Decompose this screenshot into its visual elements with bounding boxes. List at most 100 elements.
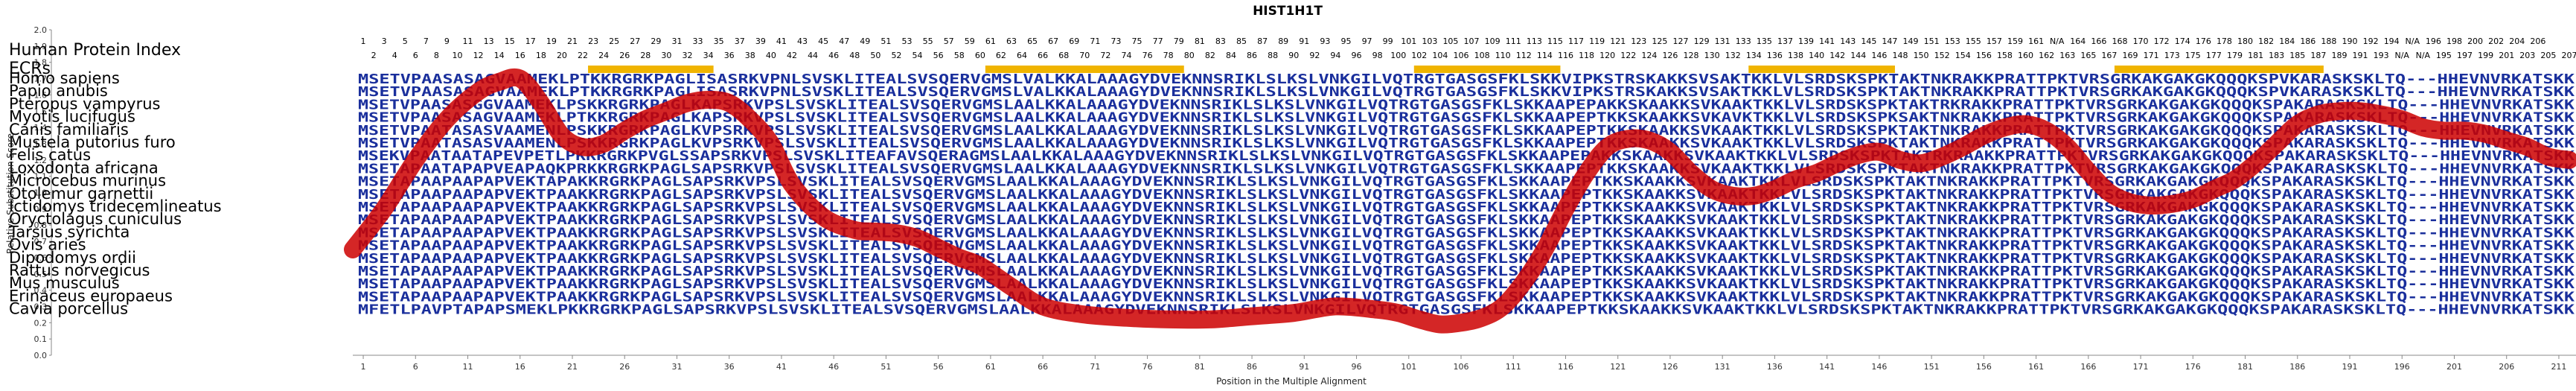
hpi-row1-label: 168 [2112, 36, 2127, 46]
hpi-row1-label: 180 [2237, 36, 2253, 46]
species-label: Oryctolagus cuniculus [9, 210, 182, 228]
score-point [2464, 130, 2467, 133]
hpi-row1-label: 37 [735, 36, 745, 46]
hpi-row2-label: 195 [2436, 51, 2452, 60]
score-point [1585, 171, 1588, 174]
hpi-row2-label: 66 [1038, 51, 1048, 60]
y-tick-label: 0.9 [34, 204, 48, 214]
x-tick-label: 21 [567, 362, 578, 372]
x-tick-label: 61 [985, 362, 996, 372]
species-label: Myotis lucifugus [9, 108, 135, 126]
hpi-row1-label: 141 [1819, 36, 1835, 46]
hpi-row2-label: 78 [1163, 51, 1174, 60]
species-label: Ictidomys tridecemlineatus [9, 197, 222, 215]
y-tick-label: 0.3 [34, 302, 48, 311]
hpi-row1-label: 133 [1736, 36, 1751, 46]
hpi-row2-label: 134 [1746, 51, 1762, 60]
score-point [728, 101, 731, 104]
hpi-row2-label: 163 [2059, 51, 2075, 60]
score-point [351, 248, 354, 251]
hpi-row2-label: 4 [392, 51, 397, 60]
hpi-row1-label: 174 [2175, 36, 2190, 46]
hpi-row2-label: 138 [1788, 51, 1803, 60]
hpi-row1-label: 65 [1027, 36, 1038, 46]
hpi-row1-label: 161 [2028, 36, 2044, 46]
x-tick-label: 176 [2185, 362, 2201, 372]
score-point [1982, 134, 1985, 137]
hpi-row1-label: 79 [1174, 36, 1184, 46]
hpi-row1-label: 81 [1195, 36, 1205, 46]
hpi-row2-label: 24 [598, 51, 609, 60]
score-point [1899, 159, 1902, 162]
score-point [2234, 178, 2237, 181]
score-point [2150, 204, 2152, 207]
x-tick-label: 186 [2289, 362, 2305, 372]
y-tick-label: 0.4 [34, 286, 48, 296]
hpi-row2-label: 160 [2018, 51, 2033, 60]
sequence-row: MSETAPAAPAAPAPVEKTAPAKKRGRKPAGLSAPSRKVPS… [358, 174, 2575, 190]
x-tick-label: 171 [2133, 362, 2149, 372]
hpi-row2-label: 142 [1829, 51, 1845, 60]
hpi-row1-label: 111 [1506, 36, 1521, 46]
hpi-row1-label: 27 [630, 36, 640, 46]
score-point [1439, 323, 1442, 326]
hpi-row1-label: 192 [2363, 36, 2379, 46]
hpi-row2-label: 6 [413, 51, 418, 60]
score-point [874, 230, 877, 233]
x-tick-label: 96 [1352, 362, 1362, 372]
sequence-row: MSETAPAAPAAPAPVEKTPAAKKRGRKPAGLSAPSRKVPS… [358, 187, 2575, 203]
hpi-row1-label: 117 [1568, 36, 1584, 46]
score-point [414, 159, 417, 162]
hpi-row1-label: 131 [1715, 36, 1730, 46]
hpi-row2-label: 136 [1767, 51, 1783, 60]
score-point [770, 142, 773, 145]
y-tick-label: 1.9 [34, 42, 48, 51]
hpi-row1-label: 188 [2321, 36, 2336, 46]
hpi-row1-label: 59 [965, 36, 975, 46]
hpi-row1-label: 198 [2446, 36, 2462, 46]
sequence-row: MSEKVPAATAATAPEVPETLPKKRGRKPVGLSSAPSRKVP… [358, 148, 2575, 164]
score-point [686, 101, 689, 104]
hpi-row2-label: 132 [1725, 51, 1741, 60]
hpi-row1-label: 33 [693, 36, 703, 46]
y-axis-label: Relative Substitution Score [5, 133, 16, 254]
species-label: Loxodonta africana [9, 159, 159, 177]
score-point [477, 90, 480, 93]
hpi-row2-label: 8 [434, 51, 439, 60]
hpi-row1-label: 29 [651, 36, 661, 46]
hpi-row1-label: 99 [1383, 36, 1393, 46]
x-tick-label: 131 [1715, 362, 1730, 372]
hpi-row2-label: 201 [2499, 51, 2514, 60]
hpi-row2-label: 100 [1390, 51, 1406, 60]
hpi-row2-label: 205 [2540, 51, 2556, 60]
score-point [2568, 159, 2571, 162]
hpi-row1-label: 121 [1610, 36, 1626, 46]
species-label: Mus musculus [9, 274, 120, 292]
hpi-row2-label: 94 [1330, 51, 1340, 60]
hpi-row1-label: 13 [484, 36, 494, 46]
hpi-row2-label: 76 [1142, 51, 1153, 60]
y-tick-label: 2.0 [34, 25, 48, 35]
hpi-row2-label: 108 [1474, 51, 1490, 60]
hpi-row1-label: 1 [361, 36, 366, 46]
hpi-row2-label: 26 [619, 51, 630, 60]
hpi-row2-label: 144 [1850, 51, 1866, 60]
hpi-row1-label: 159 [2007, 36, 2023, 46]
hpi-row1-label: 184 [2279, 36, 2295, 46]
ecr-label: ECRs [9, 60, 51, 78]
hpi-row1-label: 61 [985, 36, 996, 46]
x-tick-label: 181 [2237, 362, 2253, 372]
hpi-row1-label: 105 [1442, 36, 1458, 46]
hpi-row1-label: 25 [609, 36, 619, 46]
ecr-bar-5 [2114, 66, 2324, 73]
hpi-row1-label: 21 [567, 36, 578, 46]
hpi-row2-label: 124 [1641, 51, 1657, 60]
hpi-row2-label: 146 [1871, 51, 1887, 60]
hpi-row2-label: 96 [1352, 51, 1362, 60]
hpi-row1-label: 115 [1547, 36, 1563, 46]
score-point [916, 237, 919, 240]
hpi-row2-label: 162 [2039, 51, 2054, 60]
hpi-row1-label: 47 [839, 36, 849, 46]
hpi-row1-label: 19 [546, 36, 557, 46]
